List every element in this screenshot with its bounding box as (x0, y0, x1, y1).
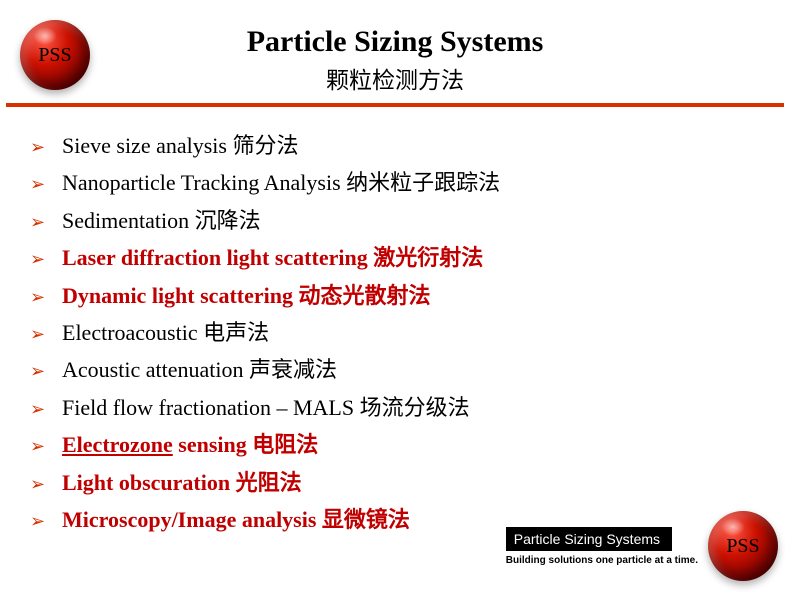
list-item-text: Acoustic attenuation 声衰减法 (62, 351, 337, 388)
list-item: ➢ Dynamic light scattering 动态光散射法 (30, 277, 790, 314)
footer-brand-bar: Particle Sizing Systems (506, 527, 672, 551)
list-item-text: Sedimentation 沉降法 (62, 202, 261, 239)
list-item: ➢ Laser diffraction light scattering 激光衍射… (30, 239, 790, 276)
header-divider (6, 103, 784, 107)
logo-text: PSS (38, 44, 71, 67)
bullet-icon: ➢ (30, 132, 48, 163)
bullet-icon: ➢ (30, 394, 48, 425)
bullet-icon: ➢ (30, 169, 48, 200)
page-title: Particle Sizing Systems (0, 25, 790, 59)
list-item: ➢ Sedimentation 沉降法 (30, 202, 790, 239)
bullet-icon: ➢ (30, 207, 48, 238)
list-item: ➢ Light obscuration 光阻法 (30, 464, 790, 501)
bullet-icon: ➢ (30, 319, 48, 350)
list-item: ➢ Electrozone sensing 电阻法 (30, 426, 790, 463)
list-item: ➢ Sieve size analysis 筛分法 (30, 127, 790, 164)
pss-sphere-icon: PSS (708, 511, 778, 581)
footer-tagline: Building solutions one particle at a tim… (506, 555, 698, 566)
list-item-suffix: sensing 电阻法 (173, 432, 318, 457)
list-item: ➢ Field flow fractionation – MALS 场流分级法 (30, 389, 790, 426)
logo-bottom: PSS (708, 511, 778, 581)
list-item-text: Dynamic light scattering 动态光散射法 (62, 277, 430, 314)
list-item: ➢ Nanoparticle Tracking Analysis 纳米粒子跟踪法 (30, 164, 790, 201)
methods-list: ➢ Sieve size analysis 筛分法➢Nanoparticle T… (0, 107, 790, 538)
bullet-icon: ➢ (30, 282, 48, 313)
list-item: ➢ Acoustic attenuation 声衰减法 (30, 351, 790, 388)
logo-top: PSS (20, 20, 90, 90)
list-item-text: Electrozone sensing 电阻法 (62, 426, 318, 463)
list-item-text: Field flow fractionation – MALS 场流分级法 (62, 389, 470, 426)
footer: Particle Sizing Systems Building solutio… (506, 511, 778, 581)
header: PSS Particle Sizing Systems 颗粒检测方法 (0, 0, 790, 107)
bullet-icon: ➢ (30, 431, 48, 462)
page-subtitle: 颗粒检测方法 (0, 61, 790, 95)
list-item: ➢ Electroacoustic 电声法 (30, 314, 790, 351)
list-item-text: Electroacoustic 电声法 (62, 314, 269, 351)
list-item-text: Sieve size analysis 筛分法 (62, 127, 298, 164)
list-item-text: Laser diffraction light scattering 激光衍射法 (62, 239, 483, 276)
bullet-icon: ➢ (30, 244, 48, 275)
list-item-text: Microscopy/Image analysis 显微镜法 (62, 501, 410, 538)
pss-sphere-icon: PSS (20, 20, 90, 90)
bullet-icon: ➢ (30, 356, 48, 387)
list-item-text: Light obscuration 光阻法 (62, 464, 302, 501)
bullet-icon: ➢ (30, 506, 48, 537)
list-item-text: Nanoparticle Tracking Analysis 纳米粒子跟踪法 (62, 164, 500, 201)
logo-text: PSS (726, 535, 759, 558)
list-item-prefix: Electrozone (62, 432, 173, 457)
title-block: Particle Sizing Systems 颗粒检测方法 (0, 20, 790, 103)
footer-textblock: Particle Sizing Systems Building solutio… (506, 527, 698, 566)
bullet-icon: ➢ (30, 469, 48, 500)
